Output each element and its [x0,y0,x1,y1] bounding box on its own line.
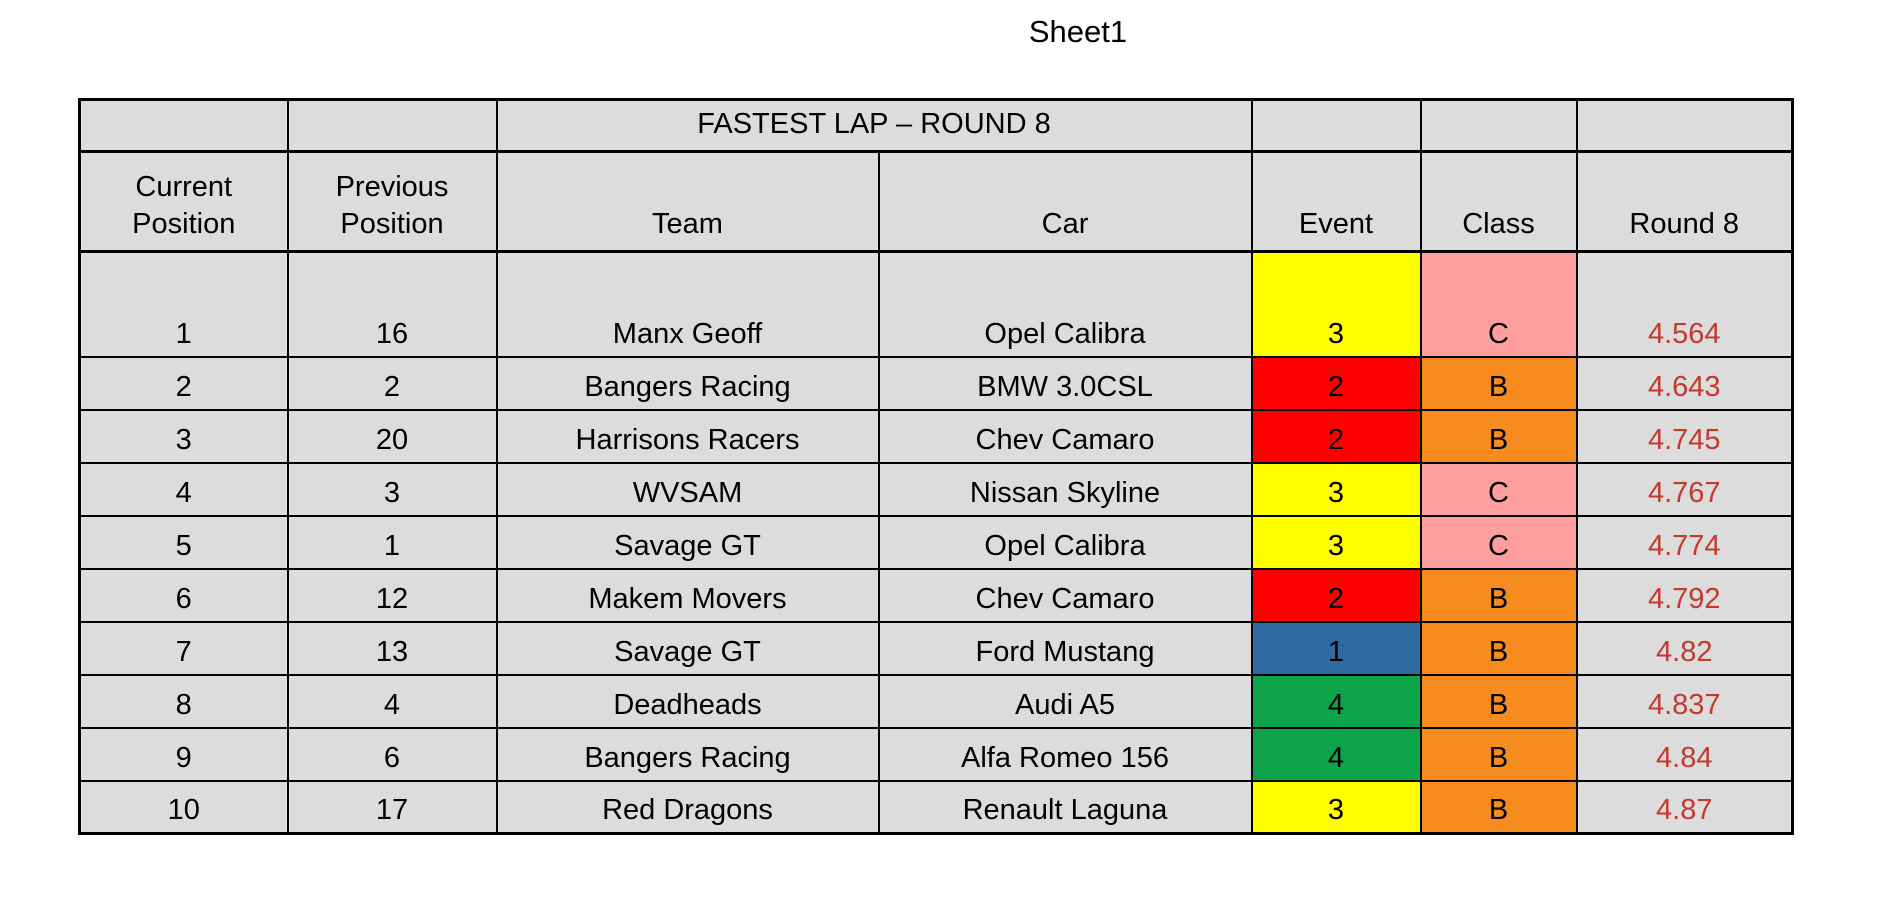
cell-previous-position: 2 [286,355,498,411]
cell-round8: 4.643 [1575,355,1794,411]
cell-event: 2 [1250,355,1422,411]
cell-previous-position: 1 [286,514,498,570]
cell-class: B [1419,408,1578,464]
table-row: 9 6 Bangers Racing Alfa Romeo 156 4 B 4.84 [78,726,1794,782]
fastest-lap-table: FASTEST LAP – ROUND 8 Current Position P… [78,98,1794,835]
cell-car: Opel Calibra [877,250,1253,358]
table-row: 1 16 Manx Geoff Opel Calibra 3 C 4.564 [78,250,1794,358]
cell-team: Makem Movers [495,567,880,623]
cell-team: Bangers Racing [495,355,880,411]
cell-previous-position: 20 [286,408,498,464]
banner-empty-cell [78,98,289,153]
header-car: Car [877,150,1253,253]
cell-team: Manx Geoff [495,250,880,358]
cell-previous-position: 16 [286,250,498,358]
cell-event: 2 [1250,408,1422,464]
cell-class: B [1419,620,1578,676]
table-row: 7 13 Savage GT Ford Mustang 1 B 4.82 [78,620,1794,676]
cell-event: 4 [1250,673,1422,729]
cell-round8: 4.564 [1575,250,1794,358]
cell-class: C [1419,514,1578,570]
header-class: Class [1419,150,1578,253]
cell-round8: 4.82 [1575,620,1794,676]
table-row: 10 17 Red Dragons Renault Laguna 3 B 4.87 [78,779,1794,835]
cell-class: B [1419,355,1578,411]
table-row: 2 2 Bangers Racing BMW 3.0CSL 2 B 4.643 [78,355,1794,411]
cell-team: Red Dragons [495,779,880,835]
cell-car: Alfa Romeo 156 [877,726,1253,782]
cell-previous-position: 6 [286,726,498,782]
cell-round8: 4.87 [1575,779,1794,835]
cell-car: BMW 3.0CSL [877,355,1253,411]
banner-empty-cell [1419,98,1578,153]
cell-previous-position: 13 [286,620,498,676]
cell-event: 3 [1250,514,1422,570]
header-current-position: Current Position [78,150,289,253]
cell-team: Bangers Racing [495,726,880,782]
cell-car: Ford Mustang [877,620,1253,676]
cell-class: C [1419,461,1578,517]
cell-round8: 4.84 [1575,726,1794,782]
cell-car: Chev Camaro [877,567,1253,623]
cell-car: Chev Camaro [877,408,1253,464]
cell-round8: 4.774 [1575,514,1794,570]
cell-class: B [1419,726,1578,782]
cell-current-position: 2 [78,355,289,411]
cell-team: WVSAM [495,461,880,517]
cell-car: Nissan Skyline [877,461,1253,517]
table-banner-title: FASTEST LAP – ROUND 8 [495,98,1253,153]
cell-previous-position: 3 [286,461,498,517]
cell-event: 3 [1250,461,1422,517]
cell-class: C [1419,250,1578,358]
cell-previous-position: 17 [286,779,498,835]
cell-team: Savage GT [495,514,880,570]
cell-class: B [1419,567,1578,623]
cell-team: Harrisons Racers [495,408,880,464]
table-row: 6 12 Makem Movers Chev Camaro 2 B 4.792 [78,567,1794,623]
header-previous-position: Previous Position [286,150,498,253]
cell-event: 2 [1250,567,1422,623]
banner-row: FASTEST LAP – ROUND 8 [78,98,1794,153]
cell-current-position: 8 [78,673,289,729]
cell-class: B [1419,779,1578,835]
cell-current-position: 10 [78,779,289,835]
cell-previous-position: 12 [286,567,498,623]
cell-current-position: 1 [78,250,289,358]
cell-event: 3 [1250,779,1422,835]
banner-empty-cell [1250,98,1422,153]
cell-team: Deadheads [495,673,880,729]
cell-current-position: 3 [78,408,289,464]
header-team: Team [495,150,880,253]
cell-class: B [1419,673,1578,729]
cell-round8: 4.745 [1575,408,1794,464]
cell-round8: 4.837 [1575,673,1794,729]
cell-event: 1 [1250,620,1422,676]
header-round8: Round 8 [1575,150,1794,253]
cell-round8: 4.767 [1575,461,1794,517]
cell-car: Audi A5 [877,673,1253,729]
cell-team: Savage GT [495,620,880,676]
sheet-title: Sheet1 [1028,14,1128,49]
table-row: 8 4 Deadheads Audi A5 4 B 4.837 [78,673,1794,729]
cell-current-position: 7 [78,620,289,676]
cell-event: 3 [1250,250,1422,358]
cell-event: 4 [1250,726,1422,782]
cell-current-position: 9 [78,726,289,782]
cell-car: Opel Calibra [877,514,1253,570]
cell-round8: 4.792 [1575,567,1794,623]
cell-current-position: 5 [78,514,289,570]
banner-empty-cell [286,98,498,153]
table-row: 5 1 Savage GT Opel Calibra 3 C 4.774 [78,514,1794,570]
banner-empty-cell [1575,98,1794,153]
table-row: 3 20 Harrisons Racers Chev Camaro 2 B 4.745 [78,408,1794,464]
cell-previous-position: 4 [286,673,498,729]
cell-current-position: 6 [78,567,289,623]
table-row: 4 3 WVSAM Nissan Skyline 3 C 4.767 [78,461,1794,517]
header-row: Current Position Previous Position Team … [78,150,1794,253]
header-event: Event [1250,150,1422,253]
cell-current-position: 4 [78,461,289,517]
cell-car: Renault Laguna [877,779,1253,835]
